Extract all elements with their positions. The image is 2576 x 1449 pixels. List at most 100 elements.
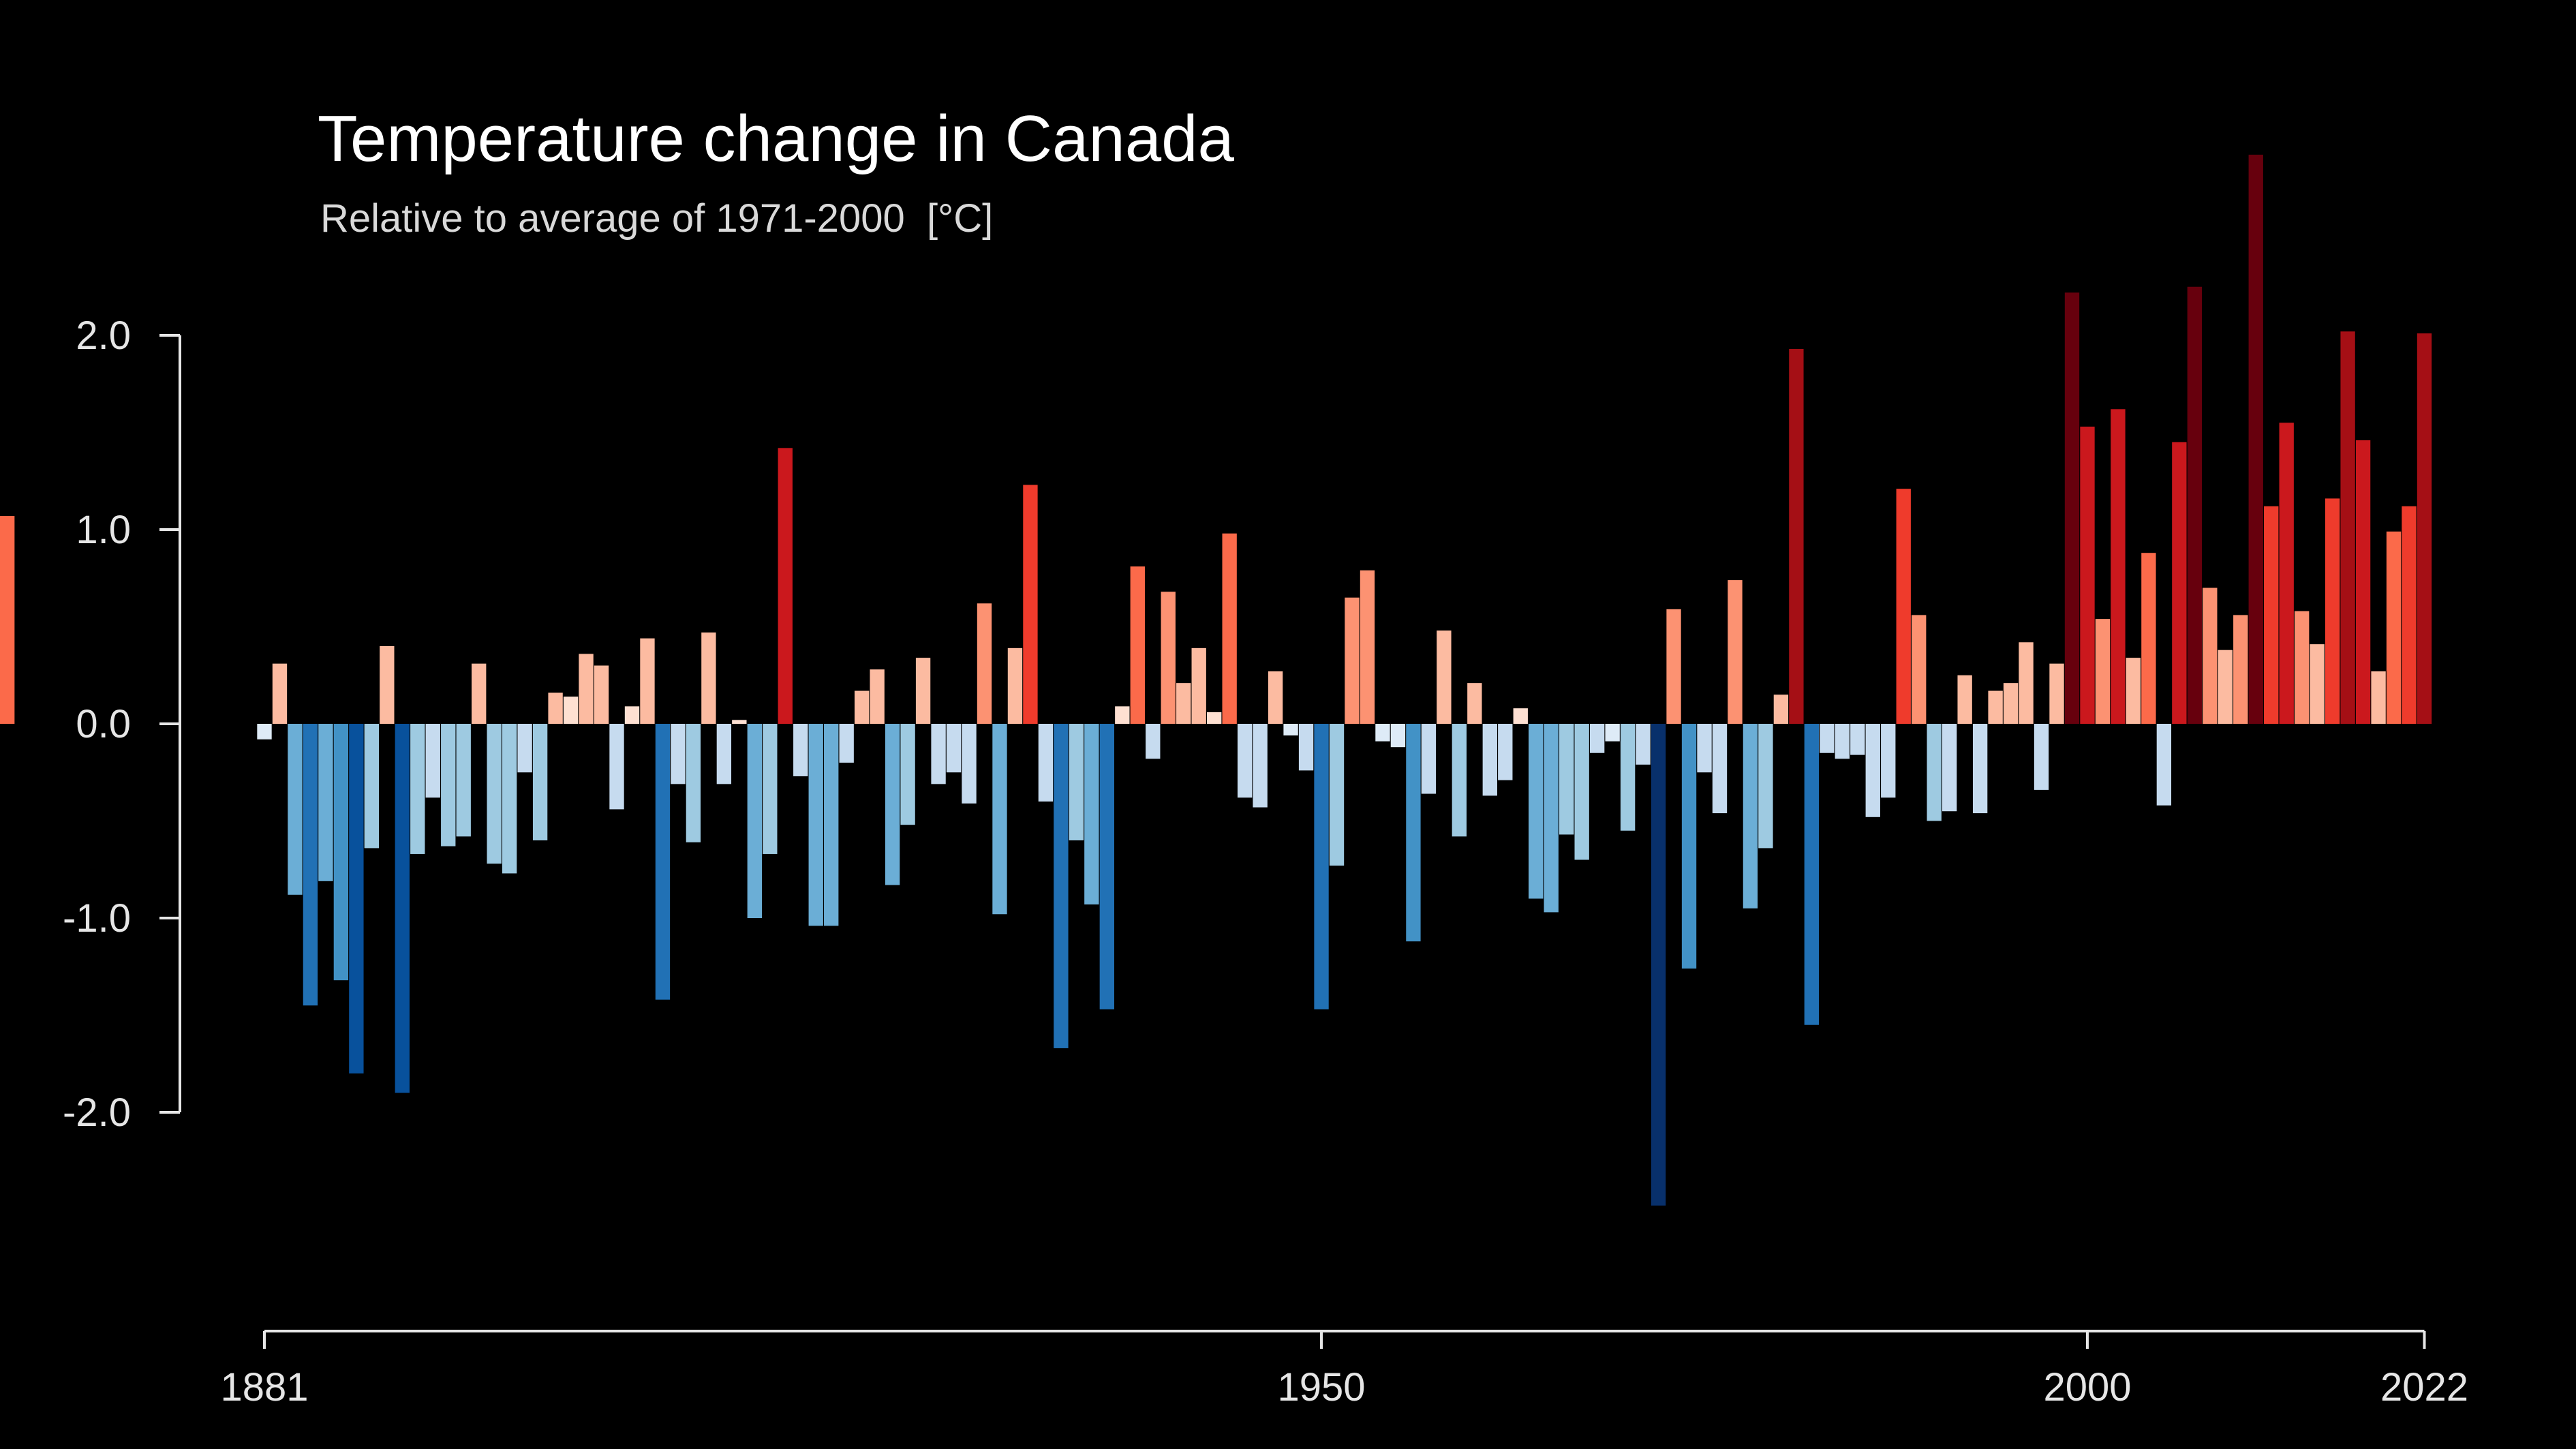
bar-1886 <box>333 724 349 981</box>
bar-1988 <box>1896 489 1911 724</box>
bar-1960 <box>1467 683 1482 724</box>
bar-1950 <box>1314 724 1329 1009</box>
bar-2013 <box>2279 423 2294 724</box>
bar-1948 <box>1283 724 1298 736</box>
bar-1999 <box>2064 292 2080 724</box>
bar-1995 <box>2003 683 2019 724</box>
bar-1990 <box>1927 724 1942 821</box>
bar-1897 <box>502 724 517 874</box>
bar-1942 <box>1191 647 1206 724</box>
bar-1951 <box>1329 724 1345 866</box>
bar-1971 <box>1636 724 1651 765</box>
bar-1991 <box>1942 724 1957 812</box>
bar-1903 <box>594 665 609 724</box>
bar-1984 <box>1835 724 1850 759</box>
bar-1968 <box>1589 724 1605 753</box>
bar-2015 <box>2310 644 2325 724</box>
bar-1923 <box>900 724 915 825</box>
bar-2007 <box>2187 286 2203 724</box>
bar-1884 <box>303 724 318 1006</box>
bar-undefined <box>0 516 15 724</box>
bar-2017 <box>2340 331 2355 724</box>
bar-1977 <box>1728 580 1743 724</box>
bar-1957 <box>1421 724 1437 794</box>
bar-1926 <box>946 724 962 773</box>
bar-1931 <box>1023 485 1038 724</box>
bar-1965 <box>1544 724 1559 913</box>
bar-2001 <box>2095 619 2111 724</box>
bar-1935 <box>1084 724 1099 905</box>
bar-1901 <box>563 697 579 724</box>
bar-1927 <box>962 724 977 804</box>
bar-1929 <box>992 724 1007 915</box>
x-tick-label: 2022 <box>2380 1365 2468 1409</box>
bar-1919 <box>839 724 854 763</box>
bar-1985 <box>1850 724 1865 755</box>
bar-1981 <box>1789 348 1804 724</box>
bar-1888 <box>364 724 380 849</box>
bar-1963 <box>1513 708 1528 724</box>
bar-1907 <box>655 724 671 1000</box>
bar-1966 <box>1559 724 1574 835</box>
bar-1905 <box>624 706 640 724</box>
bar-1959 <box>1452 724 1467 837</box>
bar-1962 <box>1498 724 1513 780</box>
bar-1917 <box>808 724 823 926</box>
bar-2000 <box>2080 426 2095 724</box>
bar-1983 <box>1820 724 1835 753</box>
y-tick-label: 0.0 <box>76 702 131 746</box>
bar-1890 <box>395 724 410 1093</box>
bar-2010 <box>2233 615 2248 724</box>
bar-2018 <box>2355 440 2371 724</box>
bar-1916 <box>793 724 808 776</box>
bar-2020 <box>2386 531 2402 724</box>
bar-1970 <box>1620 724 1636 831</box>
bar-1996 <box>2019 642 2034 724</box>
bar-1912 <box>732 720 747 724</box>
bar-1947 <box>1268 671 1283 724</box>
bar-2011 <box>2248 154 2263 724</box>
bar-1928 <box>977 603 992 724</box>
bar-2006 <box>2172 442 2187 724</box>
bar-1975 <box>1697 724 1712 773</box>
x-tick-label: 1950 <box>1278 1365 1366 1409</box>
bar-1952 <box>1345 597 1360 724</box>
bar-1924 <box>915 658 931 724</box>
bar-1885 <box>318 724 333 881</box>
bar-1946 <box>1253 724 1268 808</box>
bar-1982 <box>1804 724 1820 1025</box>
bar-1902 <box>579 654 594 724</box>
bar-1987 <box>1881 724 1896 798</box>
bar-1911 <box>716 724 732 784</box>
bar-1997 <box>2034 724 2049 790</box>
bar-1891 <box>410 724 425 854</box>
bar-1900 <box>548 692 563 724</box>
bar-2003 <box>2126 658 2141 724</box>
bar-1892 <box>425 724 440 798</box>
bar-1955 <box>1390 724 1406 748</box>
bar-1918 <box>824 724 839 926</box>
bar-1978 <box>1743 724 1758 909</box>
bar-1972 <box>1651 724 1666 1206</box>
bar-1882 <box>272 663 288 724</box>
bar-1913 <box>747 724 762 918</box>
y-tick-label: -2.0 <box>63 1090 131 1135</box>
bar-1896 <box>487 724 502 864</box>
bar-1909 <box>686 724 701 842</box>
bar-1943 <box>1207 712 1222 724</box>
bar-1904 <box>609 724 624 810</box>
bar-1894 <box>456 724 471 837</box>
bar-1899 <box>532 724 548 840</box>
bar-1954 <box>1375 724 1390 742</box>
bar-2016 <box>2325 498 2340 724</box>
bar-2014 <box>2295 611 2310 724</box>
bar-2005 <box>2156 724 2172 806</box>
bar-1969 <box>1605 724 1620 742</box>
chart-title: Temperature change in Canada <box>318 102 1234 175</box>
bar-1976 <box>1712 724 1728 814</box>
x-tick-label: 2000 <box>2043 1365 2131 1409</box>
bar-1932 <box>1038 724 1054 802</box>
bar-1944 <box>1222 533 1237 724</box>
bar-2004 <box>2141 553 2156 724</box>
